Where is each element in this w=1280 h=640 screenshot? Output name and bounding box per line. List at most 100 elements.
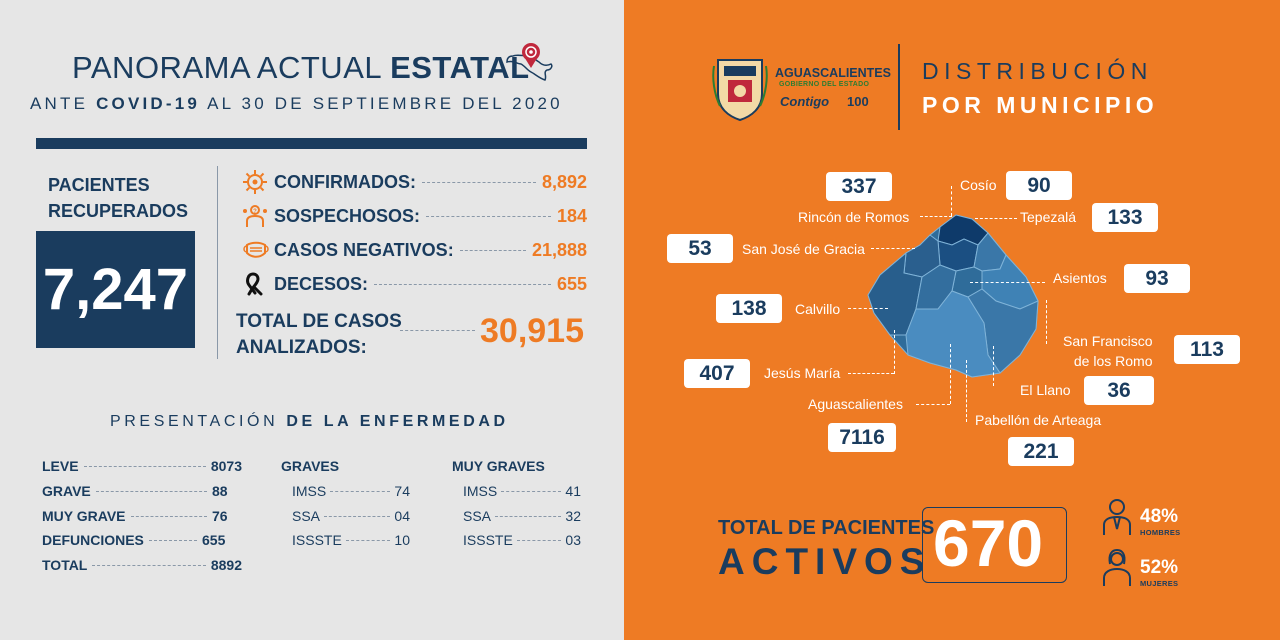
municipality-count: 138 <box>716 294 782 323</box>
institution-label: IMSS <box>292 483 327 499</box>
municipality-count: 36 <box>1084 376 1154 405</box>
dotted-leader <box>95 490 207 492</box>
municipality-name: Jesús María <box>764 365 841 381</box>
institution-label: ISSSTE <box>463 532 513 548</box>
stat-negative: CASOS NEGATIVOS: 21,888 <box>242 237 587 263</box>
stat-value: 184 <box>556 205 587 226</box>
severity-row-mild: LEVE 8073 <box>42 456 242 476</box>
institution-label: SSA <box>463 508 492 524</box>
institution-label: SSA <box>292 508 321 524</box>
severity-row-very-severe: MUY GRAVE 76 <box>42 506 242 526</box>
graves-row-ssa: SSA 04 <box>292 506 410 526</box>
severity-label: GRAVE <box>42 483 91 499</box>
virus-icon <box>242 169 274 195</box>
leader-line <box>993 346 994 386</box>
dotted-leader <box>330 490 391 492</box>
stat-value: 655 <box>556 273 587 294</box>
severity-label: DEFUNCIONES <box>42 532 144 548</box>
svg-text:?: ? <box>253 209 257 215</box>
municipality-name: San Francisco de los Romo <box>1063 333 1153 369</box>
leader-line <box>950 344 951 404</box>
municipality-count: 7116 <box>828 423 896 452</box>
dotted-leader <box>83 465 206 467</box>
leader-line <box>966 360 967 422</box>
stat-label: CONFIRMADOS: <box>274 171 416 192</box>
severity-value: 8892 <box>210 557 242 573</box>
municipality-name: Aguascalientes <box>808 396 903 412</box>
dotted-leader <box>400 330 475 331</box>
dotted-leader <box>148 539 197 541</box>
severity-label: MUY GRAVE <box>42 508 126 524</box>
institution-label: IMSS <box>463 483 498 499</box>
municipality-count: 407 <box>684 359 750 388</box>
institution-value: 32 <box>565 508 581 524</box>
leader-line <box>848 373 894 374</box>
active-patients-label-large: ACTIVOS <box>718 541 932 582</box>
stat-suspected: ? SOSPECHOSOS: 184 <box>242 203 587 229</box>
distribution-title: DISTRIBUCIÓN <box>922 58 1153 84</box>
women-label: MUJERES <box>1140 579 1179 588</box>
municipality-name: San José de Gracia <box>742 241 865 257</box>
severity-row-total: TOTAL 8892 <box>42 555 242 575</box>
leader-line <box>1046 300 1047 344</box>
government-number: 100 <box>847 94 869 109</box>
stat-label: SOSPECHOSOS: <box>274 205 421 226</box>
stat-value: 21,888 <box>531 239 587 260</box>
mourning-ribbon-icon <box>242 271 274 297</box>
municipality-count: 53 <box>667 234 733 263</box>
men-percentage: 48% <box>1140 506 1179 527</box>
graves-row-imss: IMSS 74 <box>292 481 410 501</box>
mexico-map-pin-icon <box>506 43 553 81</box>
muy-graves-row-ssa: SSA 32 <box>463 506 581 526</box>
dotted-leader <box>422 181 536 183</box>
severity-row-severe: GRAVE 88 <box>42 481 242 501</box>
leader-line <box>920 216 952 217</box>
municipality-count: 337 <box>826 172 892 201</box>
dotted-leader <box>516 539 562 541</box>
municipality-count: 113 <box>1174 335 1240 364</box>
stat-label: DECESOS: <box>274 273 369 294</box>
distribution-subtitle: POR MUNICIPIO <box>922 92 1159 118</box>
municipality-count: 133 <box>1092 203 1158 232</box>
header-divider <box>36 138 587 149</box>
institution-value: 10 <box>394 532 410 548</box>
severity-value: 76 <box>212 508 228 524</box>
total-analyzed-value: 30,915 <box>480 312 584 350</box>
leader-line <box>894 330 895 374</box>
man-icon <box>1103 499 1131 535</box>
recovered-value: 7,247 <box>36 231 195 348</box>
municipality-name: Rincón de Romos <box>798 209 910 225</box>
municipality-count: 93 <box>1124 264 1190 293</box>
header-vertical-divider <box>898 44 900 130</box>
active-patients-box <box>922 507 1067 583</box>
severity-value: 88 <box>212 483 228 499</box>
municipality-name: Pabellón de Arteaga <box>975 412 1102 428</box>
active-patients-label: TOTAL DE PACIENTES <box>718 517 935 539</box>
muy-graves-title: MUY GRAVES <box>452 458 545 474</box>
total-analyzed-label: TOTAL DE CASOS ANALIZADOS: <box>236 311 402 358</box>
recovered-label: PACIENTES RECUPERADOS <box>48 175 189 221</box>
mask-icon <box>242 237 274 263</box>
severity-value: 655 <box>202 532 226 548</box>
municipality-name: Asientos <box>1053 270 1107 286</box>
woman-icon <box>1103 548 1131 586</box>
dotted-leader <box>426 215 551 217</box>
severity-label: TOTAL <box>42 557 88 573</box>
leader-line <box>970 282 1045 283</box>
severity-label: LEVE <box>42 458 79 474</box>
vertical-divider <box>217 166 218 359</box>
suspect-icon: ? <box>242 203 274 229</box>
dotted-leader <box>501 490 562 492</box>
presentation-title: PRESENTACIÓN DE LA ENFERMEDAD <box>110 413 509 430</box>
graves-title: GRAVES <box>281 458 340 474</box>
dotted-leader <box>495 515 562 517</box>
dotted-leader <box>459 249 526 251</box>
dotted-leader <box>92 564 206 566</box>
institution-value: 41 <box>565 483 581 499</box>
stat-deaths: DECESOS: 655 <box>242 271 587 297</box>
institution-label: ISSSTE <box>292 532 342 548</box>
muy-graves-row-imss: IMSS 41 <box>463 481 581 501</box>
aguascalientes-municipal-map <box>867 214 1039 378</box>
women-percentage: 52% <box>1140 557 1179 578</box>
severity-row-deaths: DEFUNCIONES 655 <box>42 530 242 550</box>
